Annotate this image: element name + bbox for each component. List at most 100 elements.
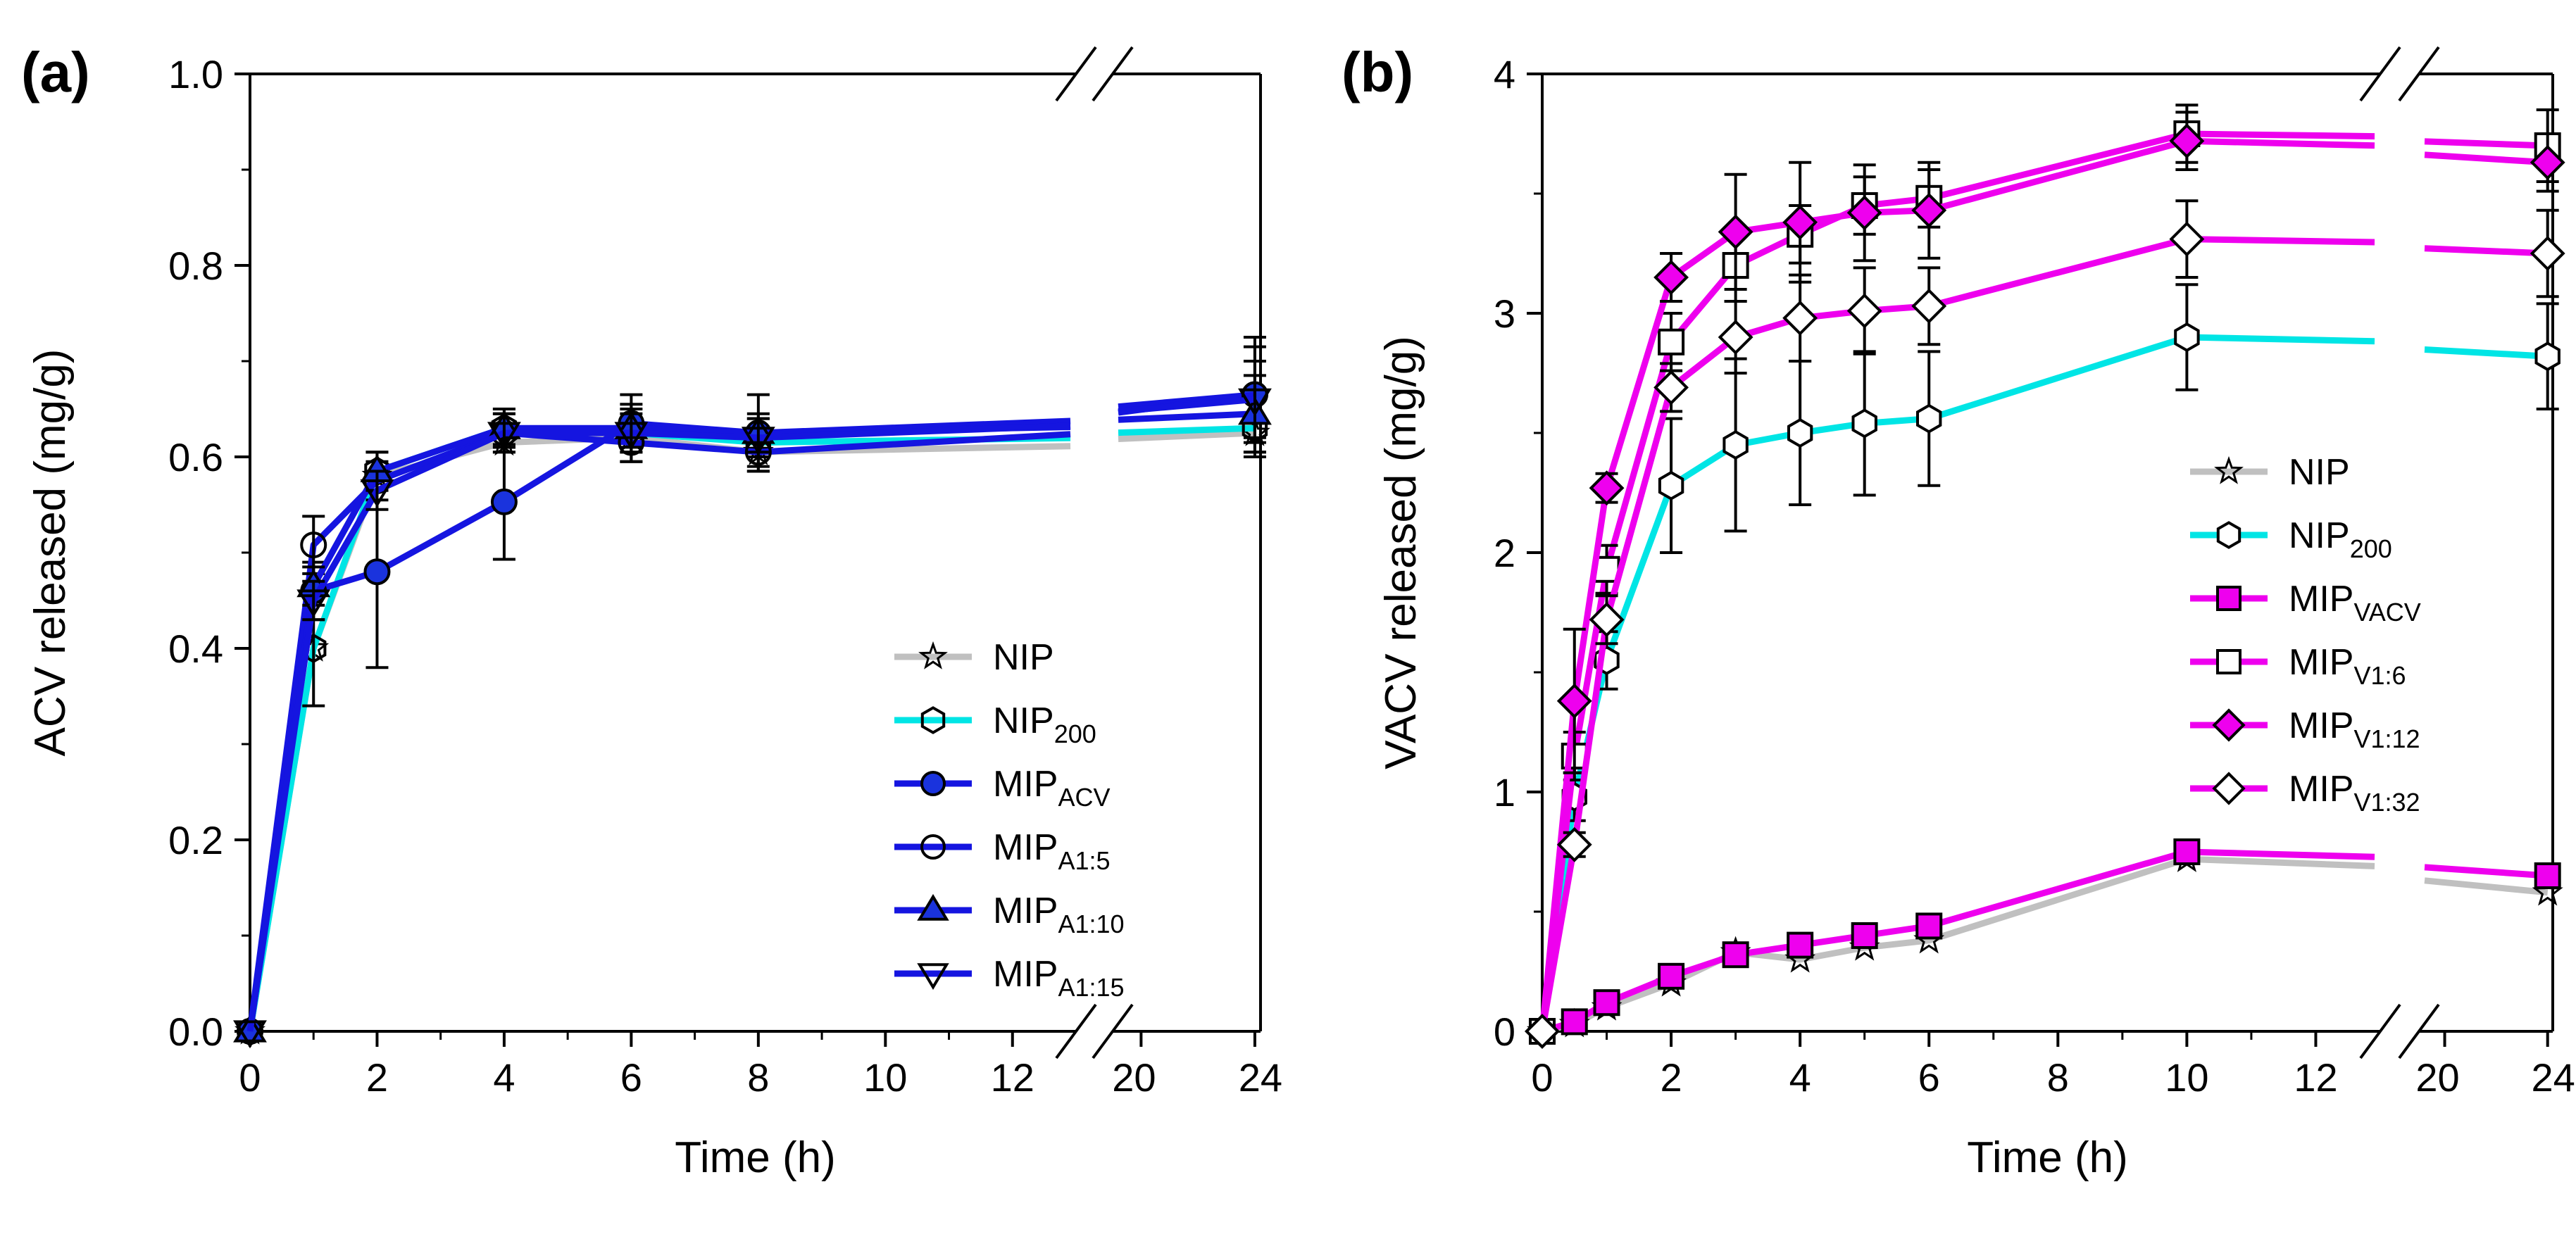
data-point: [1653, 260, 1689, 295]
series-line: [1118, 424, 1256, 436]
series-line: [246, 424, 1071, 1032]
legend-marker: [917, 963, 949, 990]
legend-subscript: 200: [2350, 534, 2392, 563]
legend-subscript: ACV: [1058, 783, 1110, 812]
legend-label: MIPA1:15: [993, 954, 1125, 1002]
data-point: [1589, 470, 1625, 506]
data-point: [1911, 288, 1947, 324]
legend-marker: [2216, 521, 2242, 549]
legend-name: MIP: [993, 954, 1058, 995]
axis-break-mark: [1092, 46, 1134, 102]
legend-label: MIPV1:6: [2289, 642, 2406, 690]
y-tick-label: 0.6: [168, 435, 223, 479]
legend-subscript: VACV: [2353, 598, 2420, 627]
x-tick-label: 20: [1112, 1055, 1156, 1100]
series-line: [246, 417, 1071, 1032]
data-point: [360, 479, 394, 508]
x-tick-label: 12: [991, 1055, 1034, 1100]
data-point: [2530, 236, 2565, 271]
series-line: [1539, 236, 2375, 1032]
series-line: [2424, 138, 2548, 149]
legend-marker: [2216, 586, 2242, 611]
axis-break-mark: [1055, 46, 1097, 102]
x-tick-label: 24: [2532, 1055, 2575, 1100]
data-point: [1722, 941, 1749, 969]
legend-label: MIPV1:12: [2289, 705, 2420, 753]
legend-label: MIPACV: [993, 764, 1110, 812]
series-line: [246, 424, 1071, 1032]
x-tick-label: 0: [1531, 1055, 1553, 1100]
series-line: [1539, 130, 2375, 1032]
panel-label: (b): [1342, 41, 1413, 103]
legend-name: NIP: [2289, 452, 2350, 493]
data-point: [1237, 388, 1272, 417]
data-point: [1911, 192, 1947, 228]
data-point: [614, 422, 649, 451]
x-tick-label: 0: [239, 1055, 261, 1100]
data-point: [1561, 1008, 1588, 1036]
data-point: [1718, 320, 1753, 355]
series-line: [2424, 346, 2548, 360]
legend-marker: [2216, 649, 2242, 674]
data-point: [2174, 322, 2200, 353]
data-point: [2534, 862, 2561, 889]
data-point: [2534, 341, 2561, 372]
y-tick-label: 0.2: [168, 818, 223, 862]
series-line: [1541, 848, 2375, 1035]
legend-name: MIP: [2289, 642, 2353, 683]
series-1: [237, 398, 1268, 1047]
x-tick-label: 8: [747, 1055, 769, 1100]
y-tick-label: 0.8: [168, 244, 223, 288]
y-tick-label: 2: [1494, 531, 1515, 575]
series-line: [1118, 410, 1256, 423]
x-axis-label: Time (h): [1967, 1133, 2127, 1182]
legend-marker: [2212, 772, 2246, 805]
series-0: [1527, 843, 2563, 1045]
y-tick-label: 4: [1494, 52, 1515, 96]
x-tick-label: 2: [1660, 1055, 1682, 1100]
legend-name: MIP: [993, 827, 1058, 868]
series-line: [1539, 137, 2375, 1032]
series-2: [1529, 838, 2561, 1045]
legend-label: MIPVACV: [2289, 579, 2421, 627]
data-point: [1658, 470, 1684, 501]
series-line: [1542, 855, 2375, 1035]
data-point: [1916, 403, 1942, 434]
series-line: [2424, 877, 2549, 896]
legend-subscript: A1:5: [1058, 846, 1110, 875]
legend-marker: [920, 834, 946, 860]
legend-subscript: A1:15: [1058, 973, 1124, 1002]
x-tick-label: 4: [1789, 1055, 1811, 1100]
data-point: [1782, 300, 1818, 336]
legend-marker: [920, 771, 946, 796]
x-tick-label: 4: [493, 1055, 515, 1100]
legend-label: MIPA1:5: [993, 827, 1111, 875]
data-point: [1593, 989, 1620, 1017]
axis-break-mark: [1092, 1003, 1134, 1059]
legend-label: MIPA1:10: [993, 891, 1125, 938]
data-point: [296, 589, 331, 618]
axis-break-mark: [2398, 46, 2440, 102]
legend-subscript: V1:32: [2353, 788, 2420, 817]
data-point: [1556, 683, 1592, 719]
legend-name: NIP: [993, 700, 1054, 741]
y-tick-label: 1.0: [168, 52, 223, 96]
legend-name: MIP: [993, 764, 1058, 805]
x-tick-label: 24: [1239, 1055, 1282, 1100]
data-point: [2169, 123, 2205, 159]
y-tick-label: 0.4: [168, 627, 223, 671]
series-line: [246, 422, 1071, 1032]
data-point: [2530, 144, 2565, 180]
legend-marker: [918, 641, 948, 669]
series-line: [246, 429, 1071, 1032]
y-tick-label: 3: [1494, 291, 1515, 336]
y-tick-label: 1: [1494, 770, 1515, 815]
data-point: [1718, 214, 1753, 250]
series-5: [1525, 199, 2565, 1049]
axis-break-mark: [2359, 46, 2401, 102]
legend-marker: [920, 706, 946, 734]
